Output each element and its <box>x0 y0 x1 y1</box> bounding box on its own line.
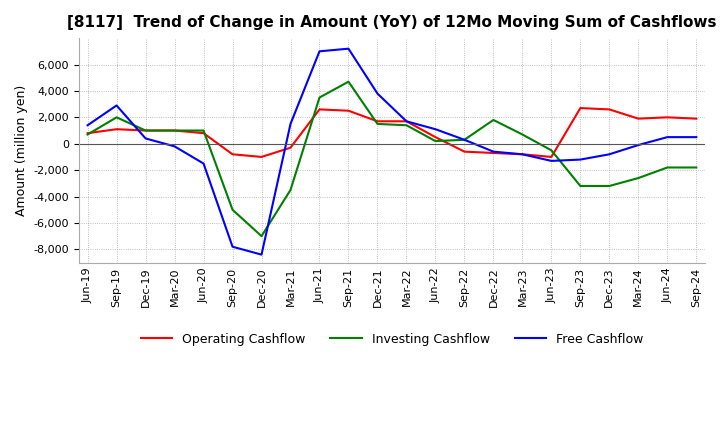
Line: Free Cashflow: Free Cashflow <box>88 49 696 255</box>
Title: [8117]  Trend of Change in Amount (YoY) of 12Mo Moving Sum of Cashflows: [8117] Trend of Change in Amount (YoY) o… <box>67 15 716 30</box>
Operating Cashflow <box>547 154 556 160</box>
Operating Cashflow <box>199 131 208 136</box>
Free Cashflow <box>605 152 613 157</box>
Free Cashflow <box>547 158 556 164</box>
Free Cashflow <box>286 121 294 127</box>
Operating Cashflow <box>257 154 266 160</box>
Investing Cashflow <box>84 132 92 137</box>
Line: Operating Cashflow: Operating Cashflow <box>88 108 696 157</box>
Investing Cashflow <box>576 183 585 189</box>
Investing Cashflow <box>489 117 498 123</box>
Free Cashflow <box>373 91 382 96</box>
Operating Cashflow <box>489 150 498 156</box>
Investing Cashflow <box>344 79 353 84</box>
Free Cashflow <box>170 144 179 149</box>
Operating Cashflow <box>605 107 613 112</box>
Operating Cashflow <box>634 116 643 121</box>
Investing Cashflow <box>286 187 294 193</box>
Investing Cashflow <box>402 123 411 128</box>
Operating Cashflow <box>431 135 440 140</box>
Operating Cashflow <box>576 106 585 111</box>
Operating Cashflow <box>84 131 92 136</box>
Investing Cashflow <box>112 115 121 120</box>
Free Cashflow <box>199 161 208 166</box>
Operating Cashflow <box>518 152 527 157</box>
Free Cashflow <box>460 137 469 143</box>
Free Cashflow <box>634 143 643 148</box>
Operating Cashflow <box>286 145 294 150</box>
Operating Cashflow <box>344 108 353 114</box>
Investing Cashflow <box>460 137 469 143</box>
Free Cashflow <box>402 119 411 124</box>
Operating Cashflow <box>692 116 701 121</box>
Investing Cashflow <box>605 183 613 189</box>
Investing Cashflow <box>692 165 701 170</box>
Free Cashflow <box>518 152 527 157</box>
Operating Cashflow <box>663 115 672 120</box>
Investing Cashflow <box>663 165 672 170</box>
Investing Cashflow <box>315 95 324 100</box>
Free Cashflow <box>489 149 498 154</box>
Operating Cashflow <box>315 107 324 112</box>
Investing Cashflow <box>431 139 440 144</box>
Free Cashflow <box>344 46 353 51</box>
Investing Cashflow <box>547 148 556 153</box>
Investing Cashflow <box>518 132 527 137</box>
Operating Cashflow <box>141 128 150 133</box>
Free Cashflow <box>576 157 585 162</box>
Investing Cashflow <box>228 207 237 213</box>
Operating Cashflow <box>460 149 469 154</box>
Free Cashflow <box>84 123 92 128</box>
Investing Cashflow <box>634 176 643 181</box>
Free Cashflow <box>315 49 324 54</box>
Free Cashflow <box>431 127 440 132</box>
Investing Cashflow <box>199 128 208 133</box>
Free Cashflow <box>692 135 701 140</box>
Free Cashflow <box>141 136 150 141</box>
Free Cashflow <box>228 244 237 249</box>
Y-axis label: Amount (million yen): Amount (million yen) <box>15 85 28 216</box>
Free Cashflow <box>257 252 266 257</box>
Operating Cashflow <box>228 152 237 157</box>
Operating Cashflow <box>112 127 121 132</box>
Operating Cashflow <box>402 119 411 124</box>
Investing Cashflow <box>373 121 382 127</box>
Legend: Operating Cashflow, Investing Cashflow, Free Cashflow: Operating Cashflow, Investing Cashflow, … <box>135 327 648 351</box>
Investing Cashflow <box>257 234 266 239</box>
Operating Cashflow <box>170 128 179 133</box>
Operating Cashflow <box>373 119 382 124</box>
Free Cashflow <box>112 103 121 108</box>
Investing Cashflow <box>141 128 150 133</box>
Line: Investing Cashflow: Investing Cashflow <box>88 82 696 236</box>
Investing Cashflow <box>170 128 179 133</box>
Free Cashflow <box>663 135 672 140</box>
